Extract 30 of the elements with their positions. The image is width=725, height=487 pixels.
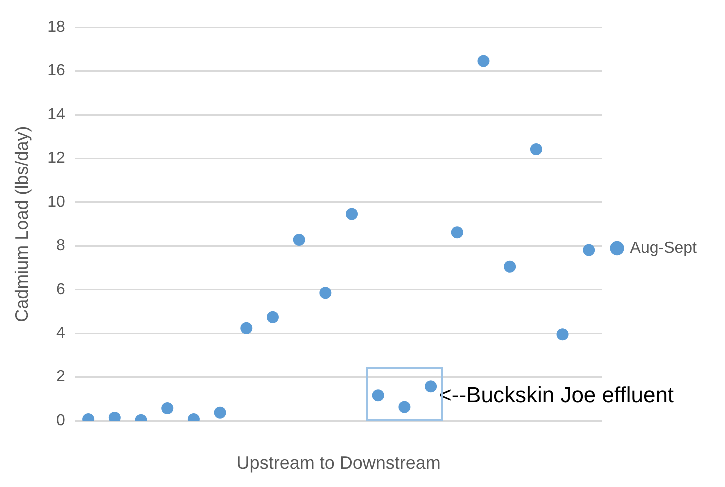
point: [372, 390, 384, 402]
y-tick-label: 2: [56, 368, 66, 386]
y-tick-label: 18: [48, 19, 66, 36]
y-tick-label: 12: [48, 150, 66, 168]
point: [293, 234, 306, 246]
y-tick-label: 6: [56, 281, 66, 298]
point: [320, 287, 332, 300]
y-tick-label: 4: [56, 324, 66, 342]
point: [504, 260, 516, 273]
y-tick-label: 14: [48, 106, 66, 124]
y-tick-label: 10: [48, 194, 66, 211]
point: [162, 402, 174, 415]
y-tick-label: 8: [56, 238, 66, 255]
point: [425, 380, 438, 393]
point: [530, 144, 542, 156]
point: [346, 208, 358, 220]
y-tick-label: 16: [48, 62, 66, 80]
legend-label: Aug-Sept: [630, 240, 698, 257]
point: [214, 406, 226, 419]
y-tick-label: 0: [56, 412, 66, 430]
point: [478, 55, 490, 68]
point: [266, 311, 279, 324]
point: [556, 328, 569, 341]
y-axis-title: Cadmium Load (lbs/day): [12, 126, 32, 322]
annotation: <--Buckskin Joe effluent: [439, 382, 674, 408]
point: [398, 401, 411, 414]
point: [451, 226, 464, 239]
point: [583, 244, 596, 256]
point: [240, 322, 253, 334]
x-axis-title: Upstream to Downstream: [236, 453, 441, 474]
